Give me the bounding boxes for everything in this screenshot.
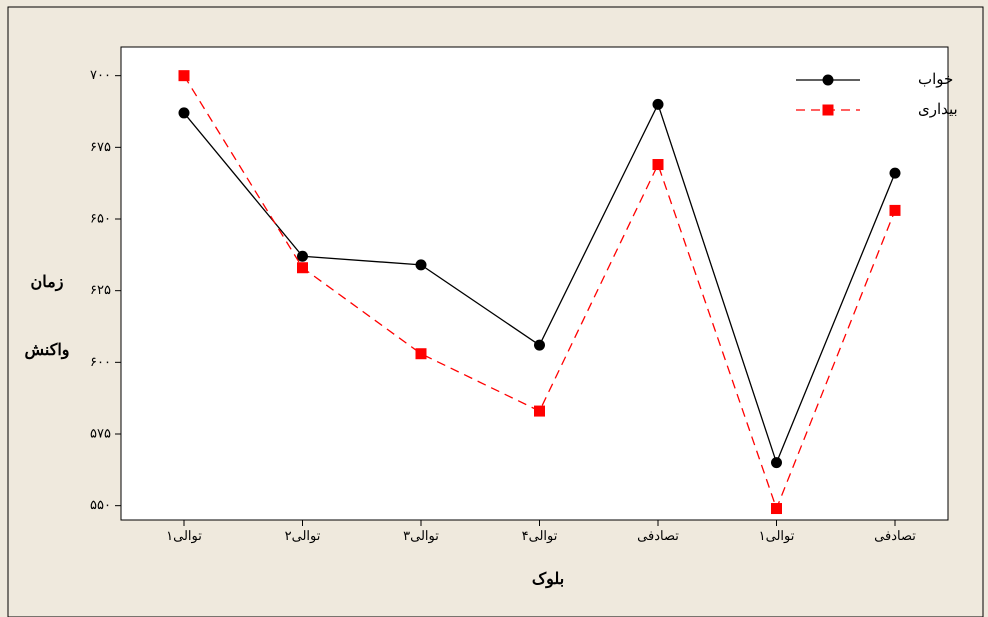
y-tick-label: ۶۰۰	[90, 355, 111, 370]
y-axis-title-line1: زمان	[31, 272, 64, 292]
data-point-sleep	[178, 107, 190, 119]
data-point-sleep	[652, 98, 664, 110]
data-point-sleep	[297, 250, 308, 262]
data-point-awake	[771, 503, 782, 515]
legend-marker-sleep	[822, 74, 834, 86]
data-point-awake	[534, 405, 545, 417]
y-axis-title-line2: واکنش	[24, 340, 69, 360]
legend-label-sleep: خواب	[918, 70, 953, 88]
x-tick-label: تصادفی	[637, 529, 679, 544]
y-tick-label: ۶۷۵	[90, 140, 111, 155]
x-axis-title: بلوک	[532, 569, 564, 589]
y-tick-label: ۷۰۰	[90, 68, 111, 83]
series-layer	[178, 70, 901, 515]
data-point-sleep	[415, 259, 427, 271]
y-axis: ۵۵۰ ۵۷۵ ۶۰۰ ۶۲۵ ۶۵۰ ۶۷۵ ۷۰۰	[90, 68, 121, 513]
y-tick-label: ۵۵۰	[90, 498, 111, 513]
data-point-awake	[889, 204, 901, 216]
data-point-awake	[297, 262, 308, 274]
plot-area	[120, 46, 949, 521]
x-axis: توالی۱ توالی۲ توالی۳ توالی۴ تصادفی توالی۱ تصاد…	[166, 520, 916, 544]
data-point-sleep	[889, 167, 901, 179]
legend-marker-awake	[822, 104, 834, 116]
x-tick-label: تصادفی	[874, 529, 916, 544]
data-point-awake	[178, 70, 190, 82]
legend: خواب بیداری	[796, 70, 958, 118]
x-tick-label: توالی۱	[759, 529, 795, 544]
data-point-sleep	[771, 457, 782, 469]
x-tick-label: توالی۴	[522, 529, 558, 544]
data-point-awake	[652, 159, 664, 171]
y-tick-label: ۵۷۵	[90, 427, 111, 442]
data-point-awake	[415, 348, 427, 360]
x-tick-label: توالی۱	[166, 529, 202, 544]
data-point-sleep	[534, 339, 545, 351]
legend-label-awake: بیداری	[918, 100, 958, 118]
x-tick-label: توالی۳	[403, 529, 439, 544]
x-tick-label: توالی۲	[285, 529, 321, 544]
y-tick-label: ۶۲۵	[90, 283, 111, 298]
y-tick-label: ۶۵۰	[90, 212, 111, 227]
